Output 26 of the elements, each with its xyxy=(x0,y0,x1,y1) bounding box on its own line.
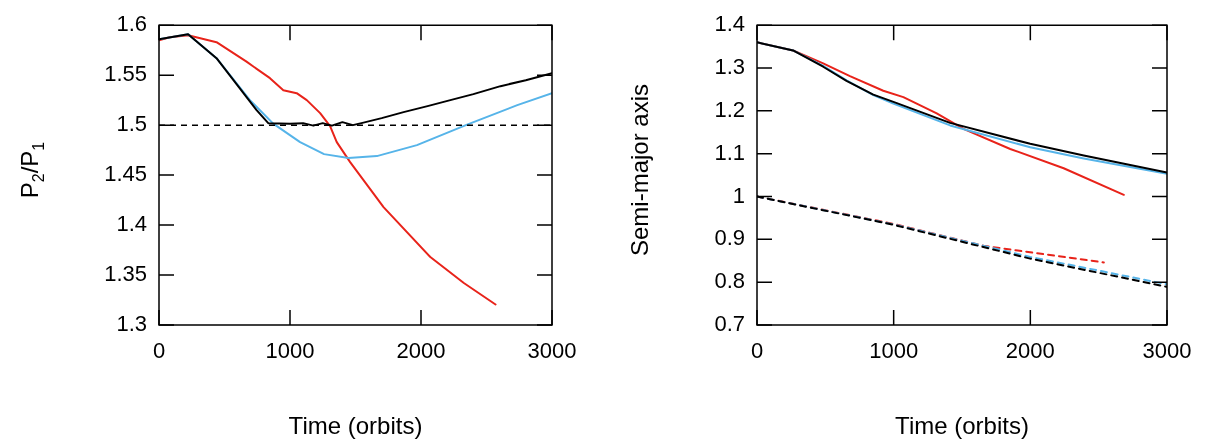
y-tick-label: 1.4 xyxy=(714,11,745,37)
x-axis-title: Time (orbits) xyxy=(288,412,423,440)
x-axis-title: Time (orbits) xyxy=(895,412,1029,440)
x-tick-label: 1000 xyxy=(265,338,315,364)
x-tick-label: 2000 xyxy=(1005,338,1055,364)
y-axis-title: Semi-major axis xyxy=(626,83,654,257)
y-tick-label: 1.3 xyxy=(714,54,745,80)
y-tick-label: 1.55 xyxy=(104,61,147,87)
y-tick-label: 1.3 xyxy=(116,311,147,337)
y-tick-label: 0.9 xyxy=(714,225,745,251)
x-tick-label: 3000 xyxy=(1142,338,1192,364)
y-tick-label: 1.5 xyxy=(116,111,147,137)
y-tick-label: 1.4 xyxy=(116,211,147,237)
x-tick-label: 3000 xyxy=(527,338,577,364)
x-tick-label: 0 xyxy=(750,338,764,364)
x-tick-label: 1000 xyxy=(869,338,919,364)
y-tick-label: 0.8 xyxy=(714,268,745,294)
x-tick-label: 2000 xyxy=(396,338,446,364)
y-tick-label: 1 xyxy=(732,182,745,208)
x-tick-label: 0 xyxy=(152,338,166,364)
y-tick-label: 1.2 xyxy=(714,96,745,122)
y-tick-label: 1.1 xyxy=(714,139,745,165)
y-tick-label: 1.6 xyxy=(116,11,147,37)
y-tick-label: 1.45 xyxy=(104,161,147,187)
y-tick-label: 1.35 xyxy=(104,261,147,287)
y-tick-label: 0.7 xyxy=(714,311,745,337)
